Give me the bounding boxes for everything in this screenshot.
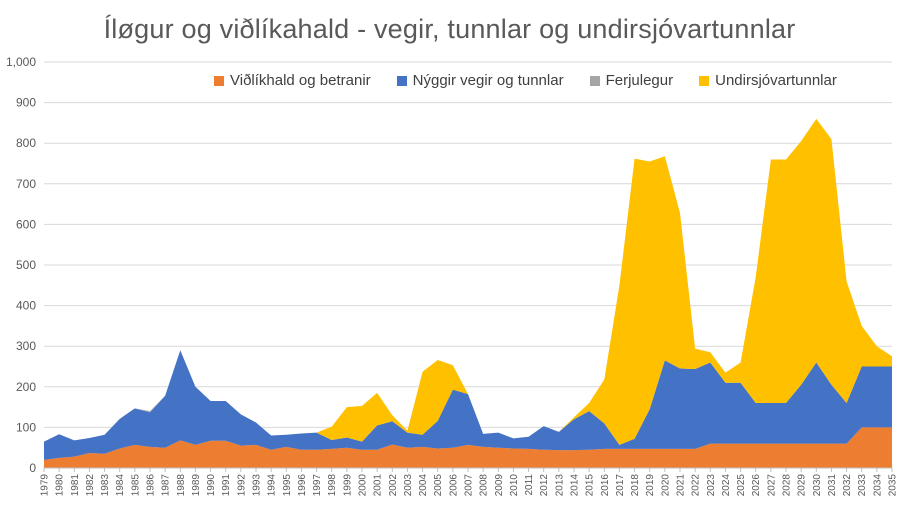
chart-legend: Viðlíkhald og betranir Nýggir vegir og t… bbox=[214, 72, 863, 89]
x-tick-label: 2017 bbox=[615, 474, 626, 497]
x-tick-label: 2009 bbox=[494, 474, 505, 497]
area-series-3 bbox=[44, 118, 892, 445]
x-tick-label: 1981 bbox=[70, 474, 81, 497]
x-tick-label: 1998 bbox=[327, 474, 338, 497]
x-tick-label: 1994 bbox=[267, 474, 278, 497]
y-tick-label: 500 bbox=[16, 258, 36, 272]
y-tick-label: 800 bbox=[16, 136, 36, 150]
legend-item-undirsjovar: Undirsjóvartunnlar bbox=[699, 72, 837, 89]
x-tick-label: 2014 bbox=[570, 474, 581, 497]
x-tick-label: 1980 bbox=[55, 474, 66, 497]
x-tick-label: 1986 bbox=[146, 474, 157, 497]
x-tick-label: 2031 bbox=[827, 474, 838, 497]
x-tick-label: 2011 bbox=[524, 474, 535, 496]
y-tick-label: 1,000 bbox=[6, 55, 36, 69]
x-tick-label: 2030 bbox=[812, 474, 823, 497]
area-series-1 bbox=[44, 350, 892, 460]
x-tick-label: 2005 bbox=[433, 474, 444, 497]
x-tick-label: 2032 bbox=[842, 474, 853, 497]
x-tick-label: 2028 bbox=[782, 474, 793, 497]
legend-swatch-vidlikhald bbox=[214, 75, 224, 86]
x-tick-label: 2019 bbox=[645, 474, 656, 497]
y-tick-label: 0 bbox=[29, 461, 36, 475]
x-tick-label: 1999 bbox=[342, 474, 353, 497]
x-tick-label: 1982 bbox=[85, 474, 96, 497]
y-tick-label: 100 bbox=[16, 420, 36, 434]
legend-label-ferjulegur: Ferjulegur bbox=[605, 72, 674, 89]
x-tick-label: 2016 bbox=[600, 474, 611, 497]
x-tick-label: 2023 bbox=[706, 474, 717, 497]
stacked-areas bbox=[44, 118, 892, 468]
x-tick-label: 2004 bbox=[418, 474, 429, 497]
x-tick-label: 1988 bbox=[176, 474, 187, 497]
x-tick-label: 1993 bbox=[252, 474, 263, 497]
x-tick-label: 2002 bbox=[388, 474, 399, 497]
x-tick-label: 2007 bbox=[464, 474, 475, 497]
x-tick-label: 1990 bbox=[206, 474, 217, 497]
legend-label-nyggir: Nýggir vegir og tunnlar bbox=[412, 72, 564, 89]
x-tick-label: 1984 bbox=[115, 474, 126, 497]
legend-item-nyggir: Nýggir vegir og tunnlar bbox=[396, 72, 564, 89]
x-tick-label: 2012 bbox=[539, 474, 550, 497]
x-tick-label: 2015 bbox=[585, 474, 596, 497]
legend-item-ferjulegur: Ferjulegur bbox=[589, 72, 674, 89]
x-tick-label: 1983 bbox=[100, 474, 111, 497]
y-tick-label: 300 bbox=[16, 339, 36, 353]
x-tick-label: 2020 bbox=[660, 474, 671, 497]
x-tick-label: 2010 bbox=[509, 474, 520, 497]
x-tick-label: 1991 bbox=[221, 474, 232, 497]
x-tick-label: 1996 bbox=[297, 474, 308, 497]
y-tick-label: 600 bbox=[16, 217, 36, 231]
x-tick-label: 2025 bbox=[736, 474, 747, 497]
legend-swatch-ferjulegur bbox=[589, 75, 600, 86]
x-tick-label: 1997 bbox=[312, 474, 323, 497]
x-tick-label: 2034 bbox=[872, 474, 883, 497]
y-tick-label: 700 bbox=[16, 177, 36, 191]
legend-swatch-undirsjovar bbox=[699, 75, 710, 86]
x-tick-label: 1979 bbox=[40, 474, 51, 497]
x-tick-label: 2021 bbox=[676, 474, 687, 497]
x-tick-label: 2026 bbox=[751, 474, 762, 497]
x-tick-label: 1989 bbox=[191, 474, 202, 497]
x-tick-label: 1992 bbox=[236, 474, 247, 497]
legend-label-undirsjovar: Undirsjóvartunnlar bbox=[715, 72, 837, 89]
x-tick-label: 1987 bbox=[161, 474, 172, 497]
x-tick-label: 2035 bbox=[888, 474, 899, 497]
legend-label-vidlikhald: Viðlíkhald og betranir bbox=[230, 72, 371, 89]
x-tick-label: 2001 bbox=[373, 474, 384, 497]
y-tick-label: 200 bbox=[16, 380, 36, 394]
chart-title: Íløgur og viðlíkahald - vegir, tunnlar o… bbox=[103, 14, 796, 44]
x-tick-label: 2018 bbox=[630, 474, 641, 497]
y-tick-label: 400 bbox=[16, 299, 36, 313]
y-tick-label: 900 bbox=[16, 96, 36, 110]
x-tick-label: 1985 bbox=[130, 474, 141, 497]
x-tick-label: 2000 bbox=[358, 474, 369, 497]
x-tick-label: 2022 bbox=[691, 474, 702, 497]
legend-item-vidlikhald: Viðlíkhald og betranir bbox=[214, 72, 371, 89]
x-tick-label: 2008 bbox=[479, 474, 490, 497]
x-tick-label: 2033 bbox=[857, 474, 868, 497]
x-tick-label: 2006 bbox=[448, 474, 459, 497]
x-tick-label: 2027 bbox=[766, 474, 777, 497]
x-tick-label: 2003 bbox=[403, 474, 414, 497]
area-series-0 bbox=[44, 427, 892, 468]
axes: 0 100 200 300 400 500 600 700 800 900 1,000 1979 198… bbox=[6, 55, 899, 496]
legend-swatch-nyggir bbox=[396, 75, 407, 86]
x-tick-label: 2024 bbox=[721, 474, 732, 497]
x-tick-label: 2013 bbox=[554, 474, 565, 497]
x-tick-label: 1995 bbox=[282, 474, 293, 497]
x-tick-label: 2029 bbox=[797, 474, 808, 497]
